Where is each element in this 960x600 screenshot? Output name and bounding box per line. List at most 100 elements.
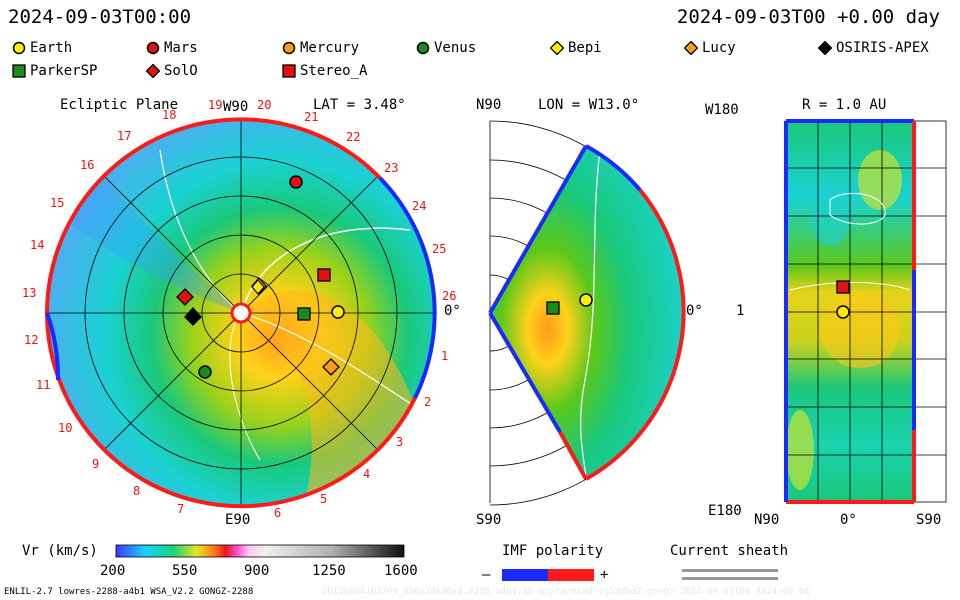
colorbar-tick: 1600 [384,563,418,579]
r-label: R = 1.0 AU [802,97,887,113]
stereo-a-radial-marker [836,280,850,294]
carrington-label: 13 [22,286,37,300]
imf-negative-swatch [502,569,548,581]
carrington-label: 14 [30,238,45,252]
colorbar-tick: 550 [172,563,198,579]
ecliptic-markers [176,175,345,379]
legend-label: ParkerSP [30,63,98,79]
left-timestamp: 2024-09-03T00:00 [8,6,192,28]
carrington-label: 15 [50,196,65,210]
ecliptic-right-label: 0° [444,303,461,319]
colorbar-tick: 900 [244,563,270,579]
ecliptic-title: Ecliptic Plane [60,97,179,113]
radial-tick-0: 0° [840,512,857,528]
venus-marker [198,365,212,379]
right-timestamp: 2024-09-03T00 +0.00 day [676,6,940,28]
imf-polarity-label: IMF polarity [502,543,604,559]
square-marker-icon [12,64,26,78]
legend-label: Mercury [300,40,360,56]
meridional-plane-panel [488,120,686,506]
earth-meridional-marker [579,293,593,307]
carrington-label: 19 [208,98,223,112]
carrington-label: 21 [304,110,319,124]
ecliptic-plane-panel [45,117,437,509]
legend-label: SolO [164,63,198,79]
carrington-label: 3 [396,435,404,449]
legend-item-mars: Mars [146,40,198,56]
osiris-apex-marker [184,307,202,326]
radial-map-panel [784,119,947,504]
lat-label: LAT = 3.48° [313,97,406,113]
radial-top-left-label: W180 [705,102,739,118]
radial-tick-n90: N90 [754,512,780,528]
radial-bottom-left-label: E180 [708,503,742,519]
parkersp-marker [297,307,311,321]
carrington-label: 22 [346,130,361,144]
carrington-label: 25 [432,242,447,256]
carrington-label: 10 [58,421,73,435]
carrington-label: 17 [117,129,132,143]
carrington-label: 23 [384,161,399,175]
legend-item-mercury: Mercury [282,40,359,56]
ecliptic-top-label: W90 [223,99,249,115]
solo-marker [176,288,194,306]
square-marker-icon [282,64,296,78]
diamond-marker-icon [145,63,161,79]
mars-marker [289,175,303,189]
vr-colorbar [115,544,405,558]
diamond-marker-icon [817,40,833,56]
legend-item-venus: Venus [416,40,476,56]
carrington-label: 26 [442,289,457,303]
colorbar-tick: 200 [100,563,126,579]
imf-positive-swatch [548,569,594,581]
legend-label: Venus [434,40,477,56]
imf-plus-label: + [600,567,609,583]
circle-marker-icon [282,41,296,55]
circle-marker-icon [146,41,160,55]
diamond-marker-icon [683,40,699,56]
carrington-label: 8 [133,484,141,498]
earth-radial-marker [836,305,850,319]
diamond-marker-icon [549,40,565,56]
carrington-label: 4 [363,467,371,481]
carrington-label: 2 [424,395,432,409]
current-sheath-line [682,569,778,572]
carrington-label: 18 [162,108,177,122]
legend-item-earth: Earth [12,40,72,56]
legend-label: OSIRIS-APEX [836,40,929,56]
carrington-label: 16 [80,158,95,172]
legend-item-stereo-a: Stereo_A [282,63,367,79]
carrington-label: 11 [36,378,51,392]
imf-minus-label: – [482,567,491,583]
colorbar-label: Vr (km/s) [22,543,98,559]
circle-marker-icon [12,41,26,55]
footer-run-id: UNIQUE04162700_256x30x90x1.2288-a4b1.16-… [322,587,810,597]
lon-label: LON = W13.0° [538,97,640,113]
legend-item-parkersp: ParkerSP [12,63,97,79]
legend-label: Bepi [568,40,602,56]
carrington-label: 20 [257,98,272,112]
current-sheath-label: Current sheath [670,543,789,559]
ecliptic-bottom-label: E90 [225,512,251,528]
legend-label: Earth [30,40,73,56]
legend-item-osiris-apex: OSIRIS-APEX [817,40,929,56]
meridional-right-label: 0° [686,303,703,319]
carrington-label: 1 [441,349,449,363]
meridional-bottom-label: S90 [476,512,502,528]
legend-item-solo: SolO [145,63,198,79]
circle-marker-icon [416,41,430,55]
footer-model-info: ENLIL-2.7 lowres-2288-a4b1 WSA_V2.2 GONG… [4,587,254,597]
meridional-top-label: N90 [476,97,502,113]
legend-label: Lucy [702,40,736,56]
radial-tick-s90: S90 [916,512,942,528]
legend-item-bepi: Bepi [549,40,602,56]
carrington-label: 9 [92,457,100,471]
carrington-label: 6 [274,506,282,520]
parkersp-meridional-marker [546,301,560,315]
carrington-label: 7 [177,502,185,516]
legend-label: Stereo_A [300,63,368,79]
lucy-marker [322,358,340,376]
colorbar-tick: 1250 [312,563,346,579]
legend-item-lucy: Lucy [683,40,736,56]
